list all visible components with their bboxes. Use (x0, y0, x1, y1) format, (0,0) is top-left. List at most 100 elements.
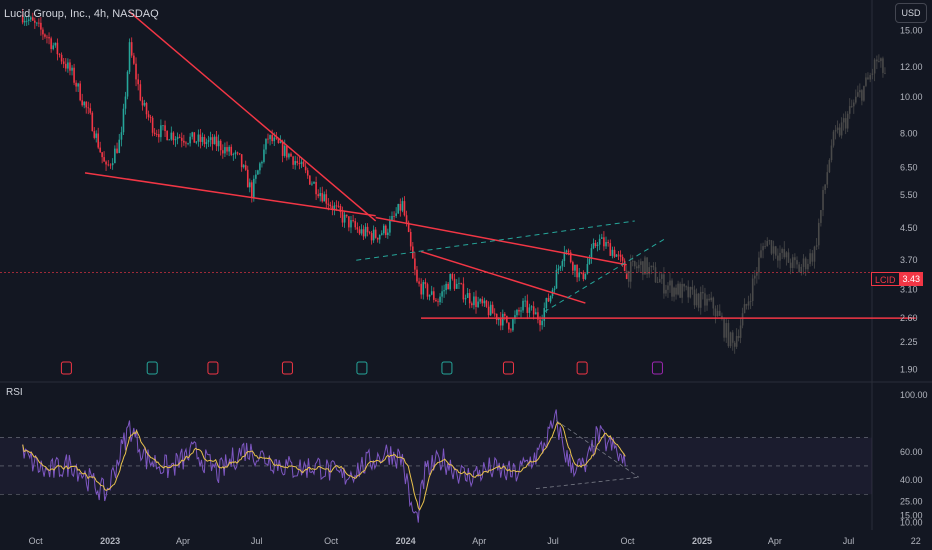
candle-body (479, 299, 481, 302)
projection-body (834, 130, 837, 132)
candle-body (300, 161, 303, 165)
candle-body (73, 67, 75, 83)
candle-body (407, 222, 410, 232)
candle-body (572, 262, 574, 271)
projection-body (697, 293, 700, 308)
earnings-marker (146, 361, 158, 375)
currency-button[interactable]: USD (895, 3, 927, 23)
candle-body (219, 140, 222, 151)
candle-body (191, 132, 194, 137)
candle-body (524, 300, 526, 302)
candle-body (370, 233, 373, 241)
candle-body (582, 272, 585, 280)
candle-body (603, 237, 605, 247)
projection-body (830, 145, 833, 160)
candle-body (590, 248, 593, 259)
projection-body (781, 249, 783, 253)
candle-body (401, 201, 404, 211)
candle-body (617, 254, 620, 256)
candle-body (116, 148, 118, 153)
candle-body (422, 282, 425, 295)
candle-body (137, 79, 139, 85)
candle-body (623, 260, 626, 272)
candle-body (609, 243, 612, 256)
candle-body (578, 272, 581, 278)
candle-body (331, 206, 334, 210)
projection-body (822, 190, 824, 211)
candle-body (594, 242, 597, 247)
candle-body (189, 136, 191, 144)
projection-body (735, 336, 738, 347)
candle-body (101, 152, 103, 158)
candle-body (226, 147, 228, 152)
candle-body (201, 136, 204, 142)
candle-body (34, 20, 36, 23)
projection-body (712, 297, 715, 309)
projection-body (656, 282, 659, 284)
projection-body (661, 274, 663, 279)
projection-body (695, 293, 698, 306)
candle-body (418, 281, 420, 284)
time-tick-label: Oct (29, 536, 44, 546)
candle-body (339, 205, 342, 213)
projection-body (852, 102, 855, 107)
projection-body (685, 286, 687, 288)
projection-body (824, 184, 826, 191)
candle-body (399, 203, 402, 211)
candle-body (493, 313, 496, 315)
candle-body (428, 294, 431, 297)
projection-body (813, 246, 816, 262)
projection-body (753, 275, 756, 279)
candle-body (298, 162, 301, 165)
candle-body (539, 319, 541, 326)
rsi-pane (0, 409, 872, 523)
candle-body (141, 100, 144, 106)
candle-body (605, 242, 607, 247)
time-tick-label: Oct (620, 536, 635, 546)
candle-body (576, 264, 578, 278)
candle-body (91, 112, 94, 132)
candle-body (195, 141, 198, 143)
candle-body (343, 214, 346, 223)
candle-body (193, 132, 196, 143)
candle-body (172, 132, 175, 141)
candle-body (435, 299, 437, 302)
candle-body (48, 37, 50, 39)
time-tick-label: Apr (176, 536, 190, 546)
candle-body (251, 182, 253, 198)
projection-body (840, 122, 843, 136)
candle-body (487, 306, 490, 316)
candle-body (174, 139, 177, 141)
candle-body (288, 153, 290, 158)
time-tick-label: 2024 (396, 536, 416, 546)
projection-body (764, 246, 766, 247)
rsi-triangle-lower (535, 476, 639, 489)
projection-body (745, 304, 748, 306)
projection-body (663, 274, 665, 294)
projection-body (710, 297, 713, 301)
candle-body (481, 299, 484, 304)
earnings-marker (502, 361, 514, 375)
candle-body (545, 297, 548, 309)
projection-body (772, 246, 775, 254)
projection-body (791, 257, 794, 268)
candle-body (75, 82, 77, 87)
candle-body (89, 108, 92, 113)
candle-body (164, 125, 166, 132)
candle-body (598, 238, 601, 245)
price-axis: 15.00 12.00 10.00 8.00 6.50 5.50 4.50 3.70 3.10 2… (900, 25, 923, 374)
candle-body (584, 273, 587, 280)
earnings-markers (60, 361, 663, 375)
projection-body (828, 159, 831, 173)
candle-body (458, 283, 460, 285)
candle-body (541, 320, 543, 326)
candle-body (506, 315, 508, 323)
candle-body (372, 229, 375, 241)
candle-body (607, 242, 609, 244)
candle-body (327, 203, 330, 205)
projection-body (654, 267, 657, 283)
candle-body (309, 175, 311, 185)
candle-body (87, 107, 90, 109)
time-tick-label: Apr (768, 536, 782, 546)
candle-body (325, 194, 328, 204)
